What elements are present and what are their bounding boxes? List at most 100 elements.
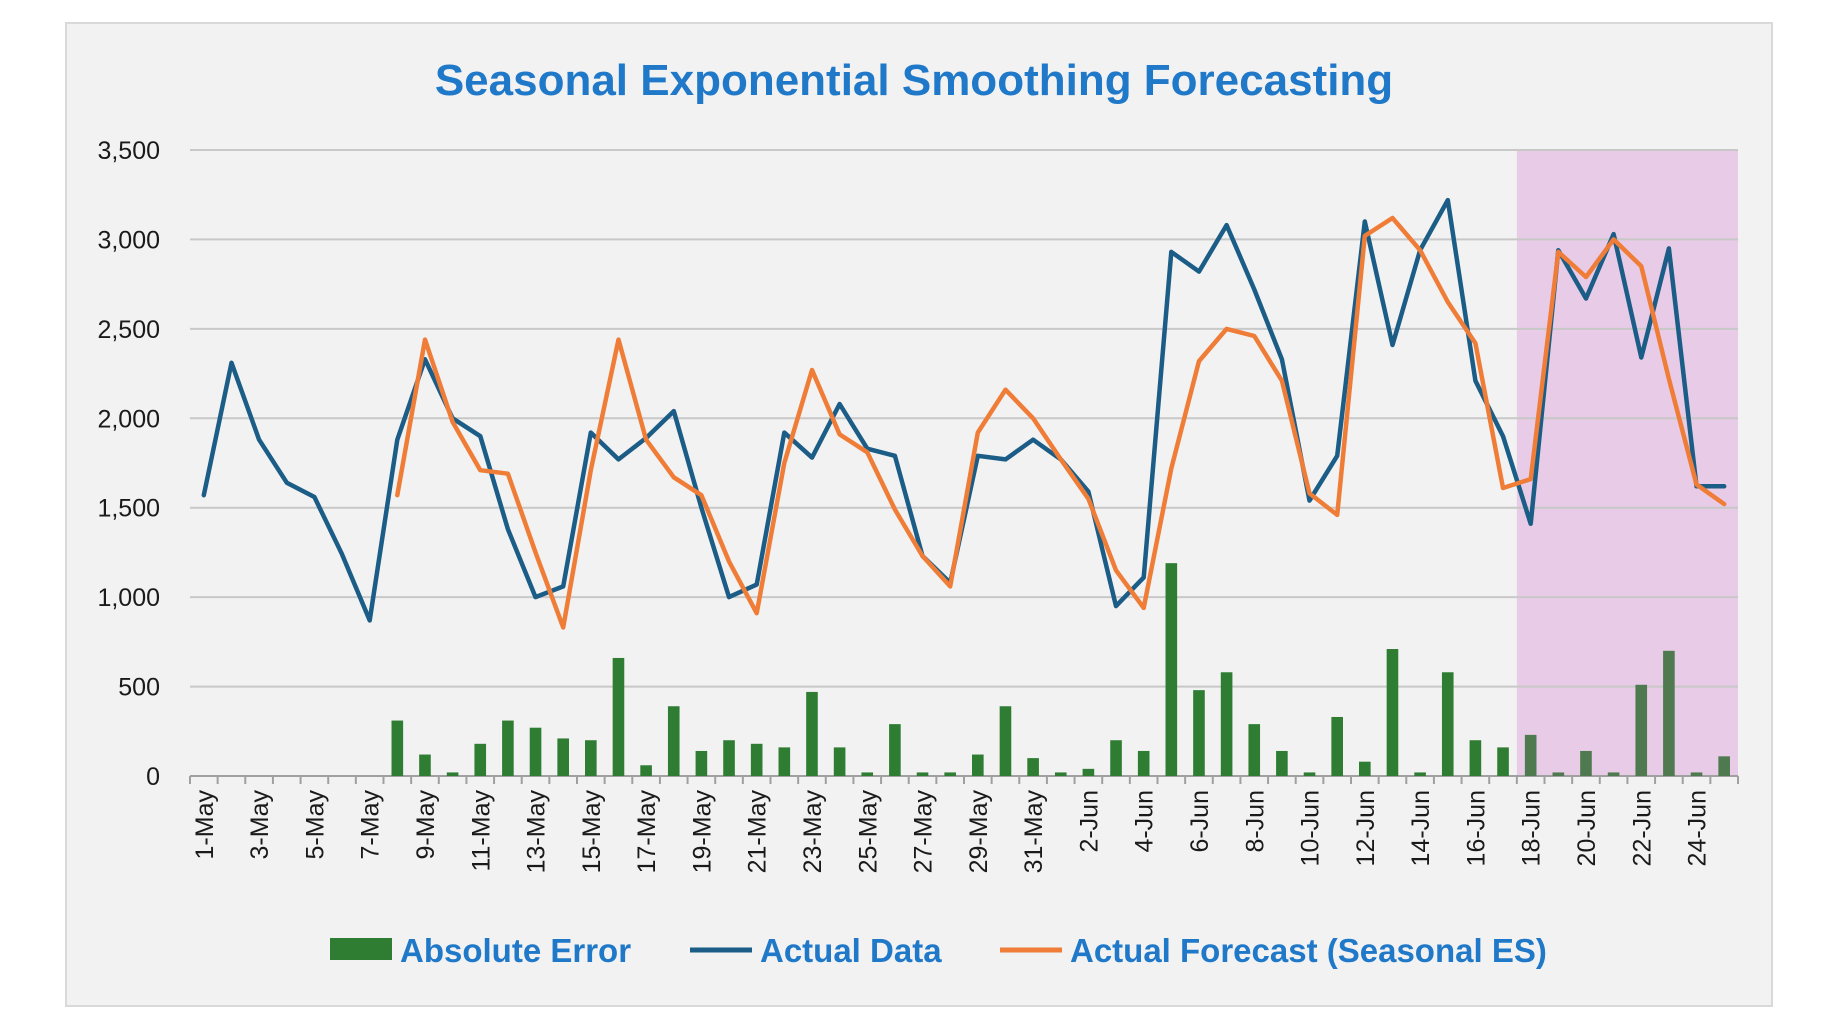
error-bar — [999, 706, 1012, 776]
error-bar — [585, 740, 597, 776]
x-tick-label: 3-May — [246, 790, 274, 860]
x-tick-label: 9-May — [412, 790, 440, 860]
gridlines — [190, 149, 1738, 688]
error-bar — [1663, 650, 1675, 776]
error-bar — [1276, 750, 1288, 776]
x-tick-label: 19-May — [688, 790, 716, 874]
x-tick-label: 22-Jun — [1628, 790, 1656, 866]
error-bar — [1110, 740, 1122, 776]
legend-absolute-error-swatch — [330, 938, 392, 960]
error-bar — [889, 724, 901, 776]
chart-title: Seasonal Exponential Smoothing Forecasti… — [435, 56, 1393, 105]
chart-frame — [65, 22, 1773, 1007]
x-tick-label: 7-May — [357, 790, 385, 860]
error-bar — [916, 772, 929, 776]
error-bar — [1524, 734, 1537, 776]
error-bar — [778, 747, 791, 776]
x-tick-label: 29-May — [965, 790, 993, 874]
error-bar — [391, 720, 404, 776]
x-tick-label: 16-Jun — [1462, 790, 1490, 866]
error-bar — [1193, 690, 1205, 776]
error-bar — [612, 657, 625, 776]
error-bar — [1027, 758, 1039, 776]
error-bar — [1497, 747, 1509, 776]
error-bar — [1580, 750, 1592, 776]
error-bar — [1248, 724, 1261, 776]
error-bar — [529, 727, 542, 776]
series-lines — [201, 197, 1727, 630]
error-bar — [1469, 740, 1482, 776]
error-bar — [502, 720, 514, 776]
error-bar — [1220, 672, 1233, 776]
y-tick-label: 2,500 — [97, 316, 160, 344]
error-bar — [1607, 772, 1620, 776]
y-tick-label: 1,500 — [97, 495, 160, 523]
forecast-highlight-band — [1516, 150, 1738, 776]
forecast-line — [395, 215, 1727, 630]
error-bar — [446, 772, 459, 776]
error-bar — [1082, 768, 1095, 776]
error-bar — [1386, 649, 1399, 776]
x-tick-label: 8-Jun — [1241, 790, 1269, 853]
error-bar — [1331, 716, 1343, 776]
error-bar — [1441, 672, 1454, 776]
y-tick-label: 2,000 — [97, 405, 160, 433]
legend: Absolute Error Actual Data Actual Forecast… — [330, 932, 1547, 969]
x-tick-label: 17-May — [633, 790, 661, 874]
error-bar — [1552, 772, 1565, 776]
x-tick-label: 27-May — [910, 790, 938, 874]
error-bar — [750, 743, 763, 776]
error-bar — [474, 743, 487, 776]
x-tick-label: 20-Jun — [1573, 790, 1601, 866]
x-tick-label: 2-Jun — [1075, 790, 1103, 853]
error-bar — [1635, 684, 1648, 776]
error-bar — [723, 740, 735, 776]
x-tick-label: 25-May — [854, 790, 882, 874]
y-tick-label: 0 — [146, 763, 160, 791]
x-axis-ticks: 1-May 3-May 5-May 7-May 9-May 11-May 13-May 15-… — [189, 776, 1739, 874]
x-tick-label: 5-May — [301, 790, 329, 860]
y-axis-ticks: 0 500 1,000 1,500 2,000 2,500 3,000 3,500 — [97, 137, 160, 791]
error-bar — [1690, 772, 1703, 776]
y-tick-label: 500 — [118, 674, 160, 702]
y-tick-label: 1,000 — [97, 584, 160, 612]
x-tick-label: 10-Jun — [1297, 790, 1325, 866]
error-bar — [557, 738, 569, 776]
error-bar — [1359, 761, 1371, 776]
error-bar — [1414, 772, 1426, 776]
x-tick-label: 24-Jun — [1684, 790, 1712, 866]
legend-absolute-error-label: Absolute Error — [400, 932, 631, 969]
x-tick-label: 23-May — [799, 790, 827, 874]
x-tick-label: 18-Jun — [1518, 790, 1546, 866]
error-bar — [1303, 772, 1316, 776]
absolute-error-bars — [391, 563, 1730, 776]
error-bar — [1137, 750, 1150, 776]
error-bar — [1165, 563, 1178, 776]
x-tick-label: 13-May — [523, 790, 551, 874]
error-bar — [861, 772, 874, 776]
y-tick-label: 3,000 — [97, 226, 160, 254]
legend-actual-forecast-label: Actual Forecast (Seasonal ES) — [1070, 932, 1547, 969]
error-bar — [944, 772, 956, 776]
y-tick-label: 3,500 — [97, 137, 160, 165]
error-bar — [1054, 772, 1067, 776]
x-tick-label: 14-Jun — [1407, 790, 1435, 866]
actual-data-line — [201, 197, 1727, 623]
error-bar — [833, 747, 846, 776]
error-bar — [695, 750, 708, 776]
error-bar — [806, 691, 818, 776]
error-bar — [1718, 756, 1730, 776]
x-tick-label: 6-Jun — [1186, 790, 1214, 853]
x-tick-label: 31-May — [1020, 790, 1048, 874]
error-bar — [419, 754, 431, 776]
x-tick-label: 4-Jun — [1131, 790, 1159, 853]
x-tick-label: 15-May — [578, 790, 606, 874]
x-tick-label: 12-Jun — [1352, 790, 1380, 866]
x-tick-label: 11-May — [467, 790, 495, 872]
legend-actual-data-label: Actual Data — [760, 932, 942, 969]
error-bar — [972, 754, 984, 776]
error-bar — [640, 765, 652, 776]
x-tick-label: 21-May — [744, 790, 772, 874]
error-bar — [667, 706, 680, 776]
